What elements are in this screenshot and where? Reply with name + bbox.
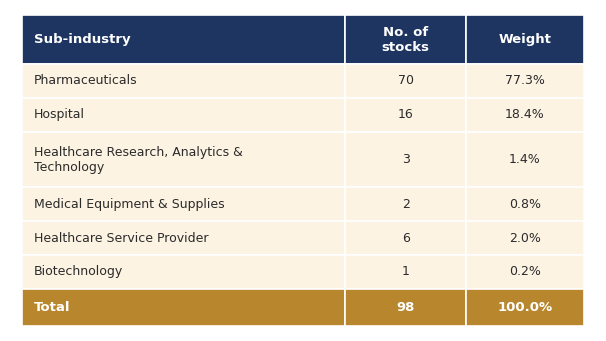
Text: Total: Total [34,301,70,314]
Text: Weight: Weight [499,33,551,46]
Bar [22,188,345,221]
Text: Healthcare Research, Analytics &
Technology: Healthcare Research, Analytics & Technol… [34,146,243,174]
Bar [22,255,345,289]
Text: 1.4%: 1.4% [509,153,541,166]
Bar [466,98,584,132]
Bar [345,188,466,221]
Bar [466,221,584,255]
Text: No. of
stocks: No. of stocks [382,26,430,54]
Bar [345,15,466,64]
Text: Hospital: Hospital [34,108,85,121]
Bar [466,15,584,64]
Bar [22,15,345,64]
Bar [345,221,466,255]
Text: 77.3%: 77.3% [505,74,545,87]
Bar [345,255,466,289]
Bar [345,64,466,98]
Text: 3: 3 [402,153,410,166]
Text: 0.2%: 0.2% [509,265,541,278]
Text: 0.8%: 0.8% [509,198,541,211]
Text: Sub-industry: Sub-industry [34,33,131,46]
Bar [345,289,466,326]
Bar [22,289,345,326]
Text: Medical Equipment & Supplies: Medical Equipment & Supplies [34,198,225,211]
Text: Pharmaceuticals: Pharmaceuticals [34,74,138,87]
Bar [345,98,466,132]
Text: 6: 6 [402,232,410,244]
Bar [466,188,584,221]
Bar [22,98,345,132]
Bar [466,132,584,188]
Text: Healthcare Service Provider: Healthcare Service Provider [34,232,208,244]
Bar [466,255,584,289]
Text: 70: 70 [398,74,413,87]
Bar [345,132,466,188]
Text: Biotechnology: Biotechnology [34,265,123,278]
Bar [22,132,345,188]
Bar [466,64,584,98]
Text: 2: 2 [402,198,410,211]
Text: 18.4%: 18.4% [505,108,545,121]
Bar [22,64,345,98]
Text: 2.0%: 2.0% [509,232,541,244]
Text: 98: 98 [396,301,415,314]
Bar [22,221,345,255]
Text: 1: 1 [402,265,410,278]
Text: 100.0%: 100.0% [498,301,553,314]
Bar [466,289,584,326]
Text: 16: 16 [398,108,413,121]
